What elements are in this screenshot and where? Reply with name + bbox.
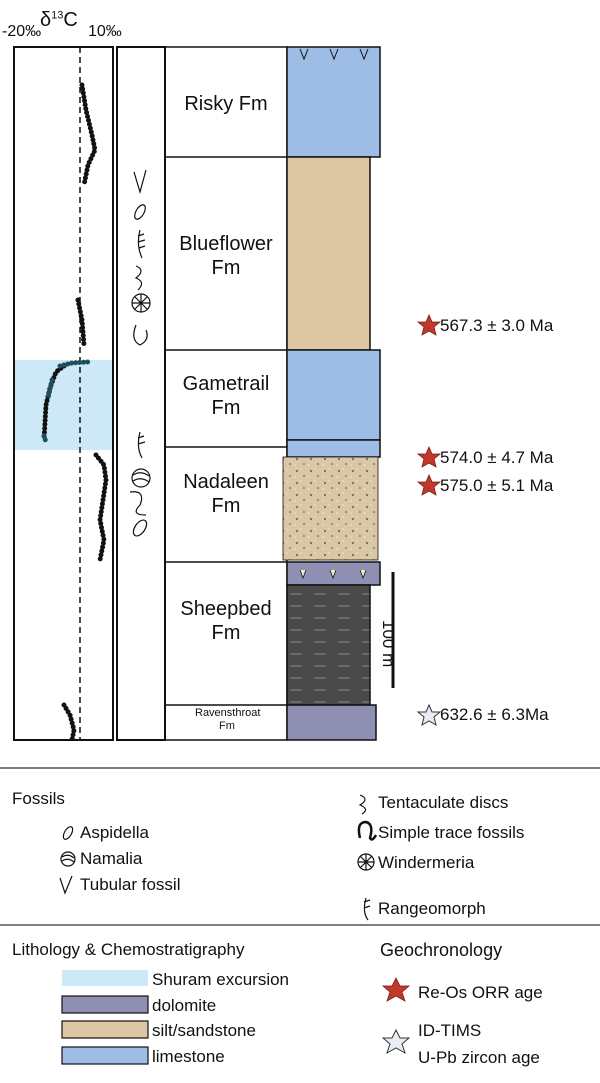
page: {"axis": {"left_label": "-20‰", "isotope…	[0, 0, 600, 1083]
legend-title: Lithology & Chemostratigraphy	[12, 941, 244, 958]
age-label: 575.0 ± 5.1 Ma	[440, 477, 553, 494]
isotope-element: C	[63, 9, 77, 31]
legend-item: limestone	[152, 1048, 225, 1065]
legend-item: Rangeomorph	[378, 900, 486, 917]
legend-item: U-Pb zircon age	[418, 1049, 540, 1066]
legend-item: Windermeria	[378, 854, 474, 871]
formation-name: Sheepbed Fm	[167, 597, 285, 645]
legend-item: silt/sandstone	[152, 1022, 256, 1039]
shuram-band	[14, 360, 113, 450]
legend-item: Aspidella	[80, 824, 149, 841]
age-label: 567.3 ± 3.0 Ma	[440, 317, 553, 334]
formation-name: Gametrail Fm	[167, 372, 285, 420]
isotope-symbol: δ	[40, 9, 51, 31]
legend-item: ID-TIMS	[418, 1022, 481, 1039]
formation-name: Ravensthroat Fm	[195, 707, 259, 733]
legend-item: Tentaculate discs	[378, 794, 508, 811]
axis-right-label: 10‰	[88, 24, 122, 40]
legend-item: Tubular fossil	[80, 876, 180, 893]
age-label: 632.6 ± 6.3Ma	[440, 706, 549, 723]
fossil-icons	[130, 170, 150, 538]
legend-item: dolomite	[152, 997, 216, 1014]
legend-title: Fossils	[12, 790, 65, 807]
fossil-panel	[117, 47, 165, 740]
legend-item: Namalia	[80, 850, 142, 867]
isotope-label: δ13C	[40, 10, 78, 30]
scale-label: 100 m	[380, 620, 397, 667]
age-label: 574.0 ± 4.7 Ma	[440, 449, 553, 466]
legend-swatches	[62, 970, 148, 1064]
diagram	[0, 0, 600, 1083]
legend-item: Simple trace fossils	[378, 824, 524, 841]
formation-name: Blueflower Fm	[167, 232, 285, 280]
legend-item: Re-Os ORR age	[418, 984, 543, 1001]
legend-item: Shuram excursion	[152, 971, 289, 988]
formation-name: Nadaleen Fm	[167, 470, 285, 518]
lithology-column	[283, 47, 380, 740]
isotope-mass: 13	[51, 9, 63, 21]
legend-title: Geochronology	[380, 941, 502, 959]
axis-left-label: -20‰	[2, 24, 41, 40]
formation-name: Risky Fm	[167, 92, 285, 116]
